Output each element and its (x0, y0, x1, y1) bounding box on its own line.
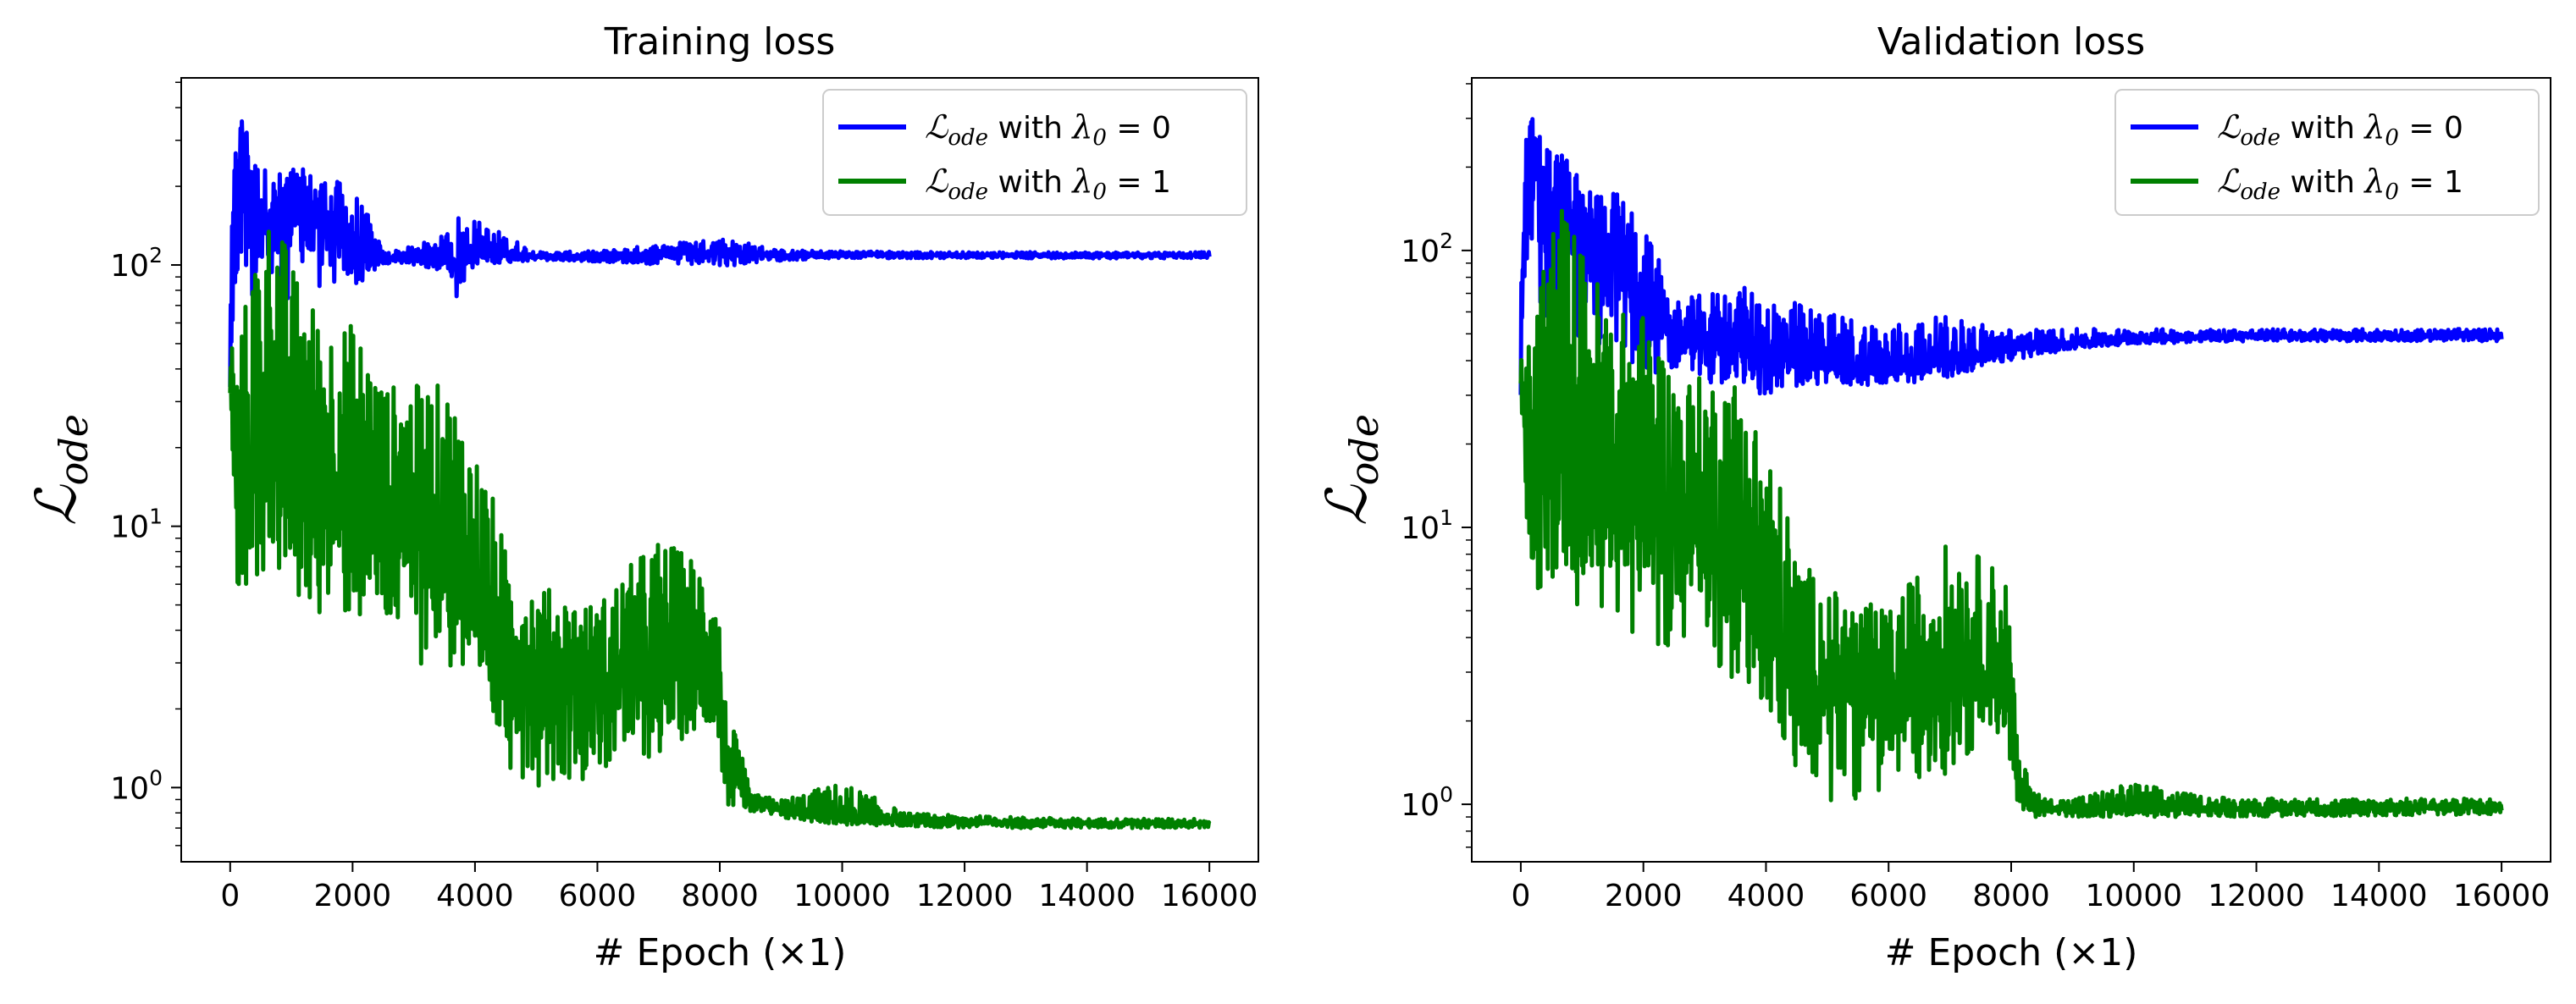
legend-box (822, 89, 1247, 216)
legend-lambda: λ (2363, 108, 2385, 146)
legend-lambda: λ (1070, 163, 1092, 200)
legend-entry: ℒode with λ0 = 1 (2131, 163, 2463, 205)
legend-label: ℒode with λ0 = 0 (2217, 108, 2463, 151)
x-tick-label: 12000 (2208, 879, 2305, 913)
legend-symbol: ℒ (2217, 163, 2242, 200)
x-axis-label: # Epoch (×1) (1885, 931, 2138, 974)
y-tick-label: 101 (110, 505, 163, 545)
legend-lambda: λ (1070, 108, 1092, 146)
chart-training-loss: 0 2000 4000 6000 8000 10000 12000 14000 16000100… (24, 20, 1259, 974)
legend-subscript: ode (2240, 125, 2280, 151)
legend-label: ℒode with λ0 = 0 (925, 108, 1171, 151)
series-line-lambda0-eq-0 (228, 119, 1212, 388)
y-tick-base: 10 (1401, 234, 1440, 269)
x-tick-label: 6000 (1849, 879, 1927, 913)
legend-box (2114, 89, 2540, 216)
y-axis-label: ℒode (1314, 414, 1387, 526)
legend-symbol: ℒ (925, 108, 949, 146)
x-tick-label: 8000 (1972, 879, 2050, 913)
legend-subscript: ode (948, 125, 988, 151)
y-tick-base: 10 (110, 771, 149, 806)
x-tick-label: 8000 (681, 879, 759, 913)
series-path (1518, 117, 2504, 396)
x-tick-label: 4000 (436, 879, 514, 913)
y-label-symbol: ℒ (1314, 484, 1379, 526)
series-line-lambda0-eq-1 (228, 229, 1212, 830)
legend-value: = 1 (2399, 165, 2463, 200)
x-tick-label: 2000 (1605, 879, 1683, 913)
y-label-subscript: ode (51, 414, 97, 485)
series-line-lambda0-eq-0 (1518, 117, 2504, 396)
legend-label: ℒode with λ0 = 1 (925, 163, 1171, 205)
legend-lambda-subscript: 0 (2385, 179, 2399, 205)
legend-value: = 0 (2399, 111, 2463, 146)
legend-subscript: ode (2240, 179, 2280, 205)
y-axis-label: ℒode (24, 414, 97, 526)
x-tick-label: 16000 (1161, 879, 1258, 913)
y-tick-exponent: 0 (1440, 782, 1453, 807)
chart-validation-loss: 0 2000 4000 6000 8000 10000 12000 14000 16000100… (1314, 20, 2551, 974)
x-tick-label: 14000 (2330, 879, 2428, 913)
y-tick-base: 10 (1401, 511, 1440, 546)
x-tick-label: 4000 (1727, 879, 1805, 913)
y-tick-label: 102 (1401, 229, 1453, 269)
series-path (228, 229, 1212, 830)
legend-word: with (2280, 165, 2364, 200)
y-tick-base: 10 (110, 249, 149, 284)
legend-entry: ℒode with λ0 = 0 (838, 108, 1171, 151)
x-tick-label: 6000 (559, 879, 637, 913)
x-axis: 0 2000 4000 6000 8000 10000 12000 14000 16000 (220, 862, 1258, 913)
chart-title: Training loss (604, 20, 836, 63)
legend-symbol: ℒ (925, 163, 949, 200)
x-axis: 0 2000 4000 6000 8000 10000 12000 14000 16000 (1511, 862, 2550, 913)
y-tick-label: 102 (110, 243, 163, 284)
y-tick-exponent: 1 (149, 505, 163, 529)
x-tick-label: 14000 (1038, 879, 1136, 913)
x-tick-label: 12000 (916, 879, 1014, 913)
x-axis-label: # Epoch (×1) (594, 931, 847, 974)
y-tick-label: 101 (1401, 505, 1453, 546)
x-tick-label: 2000 (314, 879, 392, 913)
legend-value: = 0 (1107, 111, 1171, 146)
legend-label: ℒode with λ0 = 1 (2217, 163, 2463, 205)
y-tick-label: 100 (110, 765, 163, 806)
y-tick-exponent: 2 (149, 243, 163, 268)
x-tick-label: 16000 (2453, 879, 2551, 913)
y-tick-exponent: 1 (1440, 505, 1453, 530)
x-tick-label: 10000 (793, 879, 891, 913)
series-path (1518, 208, 2504, 819)
y-label-symbol: ℒ (24, 484, 89, 526)
x-tick-label: 0 (1511, 879, 1530, 913)
legend-lambda-subscript: 0 (1092, 125, 1107, 151)
legend-lambda: λ (2363, 163, 2385, 200)
x-tick-label: 0 (220, 879, 240, 913)
legend-word: with (2280, 111, 2364, 146)
chart-title: Validation loss (1877, 20, 2145, 63)
legend-value: = 1 (1107, 165, 1171, 200)
y-tick-base: 10 (1401, 788, 1440, 823)
x-tick-label: 10000 (2086, 879, 2183, 913)
series-line-lambda0-eq-1 (1518, 208, 2504, 819)
legend-symbol: ℒ (2217, 108, 2242, 146)
legend-lambda-subscript: 0 (1092, 179, 1107, 205)
series-path (228, 119, 1212, 388)
legend-entry: ℒode with λ0 = 0 (2131, 108, 2463, 151)
y-tick-exponent: 0 (149, 765, 163, 790)
y-tick-exponent: 2 (1440, 229, 1453, 253)
legend-word: with (988, 165, 1072, 200)
y-tick-base: 10 (110, 510, 149, 545)
y-label-subscript: ode (1341, 414, 1387, 485)
legend-entry: ℒode with λ0 = 1 (838, 163, 1171, 205)
legend-subscript: ode (948, 179, 988, 205)
legend-word: with (988, 111, 1072, 146)
y-tick-label: 100 (1401, 782, 1453, 823)
legend-lambda-subscript: 0 (2385, 125, 2399, 151)
